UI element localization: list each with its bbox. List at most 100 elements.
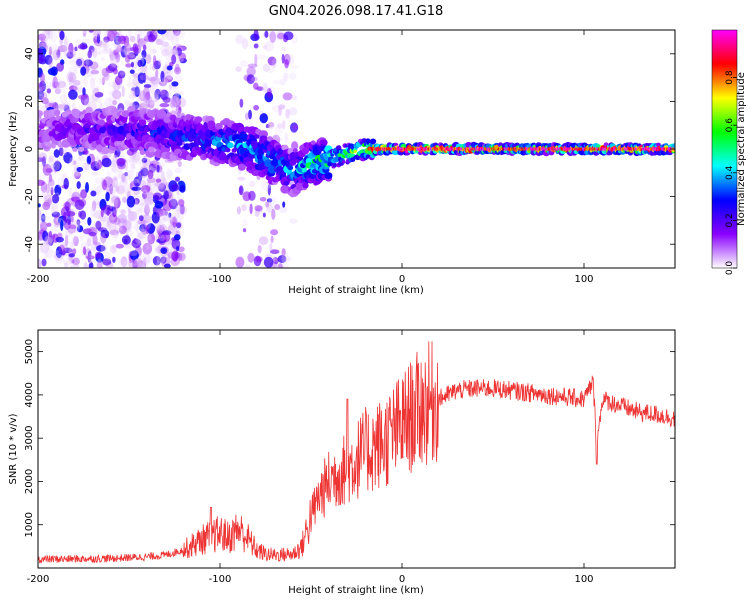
spectrogram-cell [116, 185, 126, 195]
spectrogram-cell [436, 147, 438, 151]
snr-frame [37, 329, 676, 569]
spectrogram-cell [121, 85, 125, 97]
spectrogram-cell [109, 183, 114, 195]
spectrogram-cell [113, 203, 118, 216]
spectrogram-cell [639, 147, 641, 151]
spectrogram-cell [241, 38, 249, 50]
spectrogram-cell [110, 195, 121, 204]
spectrogram-cell [41, 39, 48, 45]
spectrogram-cell [98, 98, 103, 109]
spectrogram-cell [117, 35, 127, 45]
spectrogram-cell [273, 256, 277, 262]
spectrogram-cell [52, 159, 61, 171]
spectrogram-cell [148, 73, 159, 84]
spectrogram-cell [128, 260, 135, 268]
spectrogram-cell [63, 41, 69, 51]
spectrogram-cell [137, 219, 147, 225]
spectrogram-cell [547, 147, 550, 151]
spectrogram-marks [38, 30, 675, 268]
spectrogram-cell [425, 147, 427, 151]
spectrogram-cell [173, 92, 180, 101]
spectrogram-cell [139, 202, 147, 207]
spectrogram-cell [42, 156, 46, 167]
spectrogram-cell [63, 177, 69, 190]
spectrogram-cell [90, 76, 97, 81]
spectrogram-cell [109, 189, 119, 196]
spectrogram-cell [91, 65, 97, 72]
spectrogram-cell [88, 231, 97, 236]
spectrogram-cell [420, 147, 423, 151]
spectrogram-cell [123, 47, 131, 56]
spectrogram-cell [244, 112, 249, 120]
spectrogram-cell [115, 173, 125, 180]
spectrogram-cell [143, 86, 150, 99]
spectrogram-cell [100, 49, 109, 55]
spectrogram-cell [43, 236, 52, 248]
spectrogram-cell [177, 30, 186, 39]
spectrogram-cell [160, 247, 168, 254]
spectrogram-cell [63, 35, 68, 47]
spectrogram-cell [149, 63, 154, 70]
spectrogram-cell [166, 170, 173, 179]
spectrogram-cell [124, 99, 131, 106]
spectrogram-cell [272, 79, 282, 85]
spectrogram-cell [129, 158, 134, 166]
spectrogram-cell [72, 164, 77, 170]
spectrogram-cell [175, 245, 180, 252]
spectrogram-cell [405, 147, 408, 151]
spectrogram-cell [38, 214, 42, 223]
spectrogram-cell [109, 184, 118, 194]
spectrogram-cells [38, 30, 675, 268]
spectrogram-cell [60, 219, 64, 232]
spectrogram-cell [174, 32, 180, 42]
spectrogram-cell [283, 180, 290, 186]
spectrogram-cell [176, 47, 182, 57]
snr-y-axis-label: SNR (10 * v/v) [8, 413, 19, 484]
spectrogram-cell [120, 256, 128, 266]
spectrogram-cell [91, 222, 96, 235]
spectrogram-cell [94, 85, 100, 91]
spectrogram-cell [160, 256, 167, 264]
spectrogram-cell [54, 78, 64, 90]
spectrogram-cell [519, 147, 521, 151]
spectrogram-cell [76, 225, 84, 233]
spectrogram-cell [227, 142, 234, 149]
spectrogram-x-ticks: -200 -100 0 100 [27, 30, 594, 285]
spectrogram-cell [38, 93, 44, 100]
y-tick-label: -40 [24, 236, 35, 252]
spectrogram-cell [53, 109, 61, 116]
spectrogram-cell [560, 147, 563, 151]
spectrogram-cell [235, 34, 246, 43]
colorbar-ticks: 0.0 0.2 0.4 0.6 0.8 [725, 70, 737, 275]
spectrogram-cell [112, 49, 119, 56]
spectrogram-cell [129, 230, 134, 237]
spectrogram-cell [170, 96, 179, 108]
y-tick-label: 5000 [24, 339, 35, 364]
spectrogram-cell [177, 97, 187, 108]
spectrogram-cell [47, 181, 55, 191]
spectrogram-cell [44, 54, 53, 65]
spectrogram-cell [235, 66, 242, 73]
spectrogram-cell [155, 178, 162, 184]
spectrogram-cell [268, 196, 278, 205]
spectrogram-cell [260, 181, 271, 191]
spectrogram-cell [667, 147, 670, 151]
spectrogram-cell [56, 62, 64, 72]
spectrogram-cell [99, 77, 104, 85]
spectrogram-cell [69, 157, 75, 167]
spectrogram-cell [125, 43, 132, 54]
spectrogram-cell [81, 38, 92, 45]
spectrogram-cell [68, 65, 78, 77]
spectrogram-cell [72, 147, 78, 152]
spectrogram-cell [54, 253, 65, 264]
spectrogram-cell [145, 95, 151, 108]
spectrogram-cell [503, 147, 506, 151]
spectrogram-cell [53, 161, 62, 172]
spectrogram-cell [242, 228, 247, 233]
spectrogram-cell [144, 54, 152, 64]
spectrogram-cell [177, 160, 182, 168]
spectrogram-cell [156, 88, 160, 96]
spectrogram-cell [92, 46, 98, 59]
spectrogram-cell [100, 233, 107, 244]
spectrogram-cell [137, 231, 146, 239]
